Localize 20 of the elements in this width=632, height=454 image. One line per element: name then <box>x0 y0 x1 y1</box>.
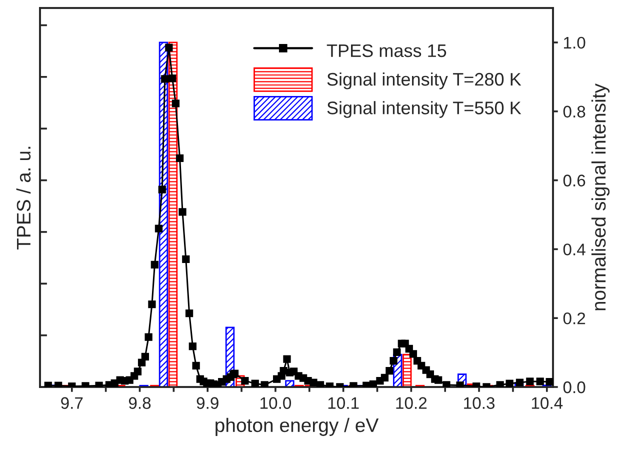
legend-label: Signal intensity T=550 K <box>327 101 522 118</box>
x-tick-label: 10.3 <box>464 397 495 409</box>
x-tick-label: 10.1 <box>328 397 359 409</box>
y2-tick-label: 0.6 <box>563 174 586 186</box>
y2-tick-label: 1.0 <box>564 36 586 49</box>
x-tick-label: 10.2 <box>396 397 427 409</box>
x-tick-label: 10.0 <box>260 397 292 409</box>
x-tick-label: 9.8 <box>128 397 151 409</box>
y2-tick-label: 0.4 <box>563 244 586 256</box>
y2-axis-title: normalised signal intensity <box>591 84 610 310</box>
legend-label: Signal intensity T=280 K <box>327 72 522 90</box>
x-tick-label: 9.9 <box>196 397 218 409</box>
legend-label: TPES mass 15 <box>326 44 446 58</box>
x-tick-label: 9.7 <box>61 397 83 409</box>
y2-tick-label: 0.0 <box>563 381 586 394</box>
y2-tick-label: 0.8 <box>563 106 586 118</box>
x-axis-title: photon energy / eV <box>216 418 379 436</box>
y2-tick-label: 0.2 <box>563 312 586 324</box>
x-tick-label: 10.4 <box>532 397 563 409</box>
y-axis-title: TPES / a. u. <box>16 146 31 250</box>
